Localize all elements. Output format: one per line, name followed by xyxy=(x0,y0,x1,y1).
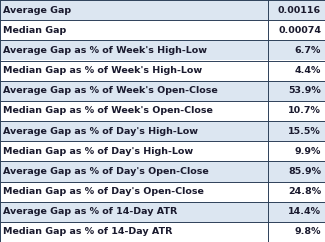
Bar xyxy=(0,202,268,222)
Text: Median Gap as % of Day's High-Low: Median Gap as % of Day's High-Low xyxy=(3,147,193,156)
Bar xyxy=(268,40,325,60)
Bar xyxy=(0,182,268,202)
Text: 0.00116: 0.00116 xyxy=(278,6,321,15)
Bar xyxy=(268,101,325,121)
Text: 9.9%: 9.9% xyxy=(295,147,321,156)
Bar xyxy=(0,141,268,161)
Bar xyxy=(268,0,325,20)
Text: Average Gap as % of Day's High-Low: Average Gap as % of Day's High-Low xyxy=(3,127,198,136)
Text: Average Gap: Average Gap xyxy=(3,6,71,15)
Text: 85.9%: 85.9% xyxy=(288,167,321,176)
Bar xyxy=(268,121,325,141)
Bar xyxy=(0,20,268,40)
Text: 10.7%: 10.7% xyxy=(288,106,321,115)
Text: 15.5%: 15.5% xyxy=(288,127,321,136)
Bar xyxy=(268,161,325,182)
Text: Median Gap: Median Gap xyxy=(3,26,66,35)
Bar xyxy=(268,60,325,81)
Bar xyxy=(268,81,325,101)
Text: 4.4%: 4.4% xyxy=(295,66,321,75)
Text: Average Gap as % of Week's High-Low: Average Gap as % of Week's High-Low xyxy=(3,46,207,55)
Bar xyxy=(0,161,268,182)
Bar xyxy=(0,40,268,60)
Bar xyxy=(0,60,268,81)
Bar xyxy=(0,101,268,121)
Text: Average Gap as % of 14-Day ATR: Average Gap as % of 14-Day ATR xyxy=(3,207,177,216)
Text: 9.8%: 9.8% xyxy=(294,227,321,236)
Text: 0.00074: 0.00074 xyxy=(278,26,321,35)
Bar xyxy=(268,202,325,222)
Bar xyxy=(0,121,268,141)
Text: Median Gap as % of 14-Day ATR: Median Gap as % of 14-Day ATR xyxy=(3,227,172,236)
Bar xyxy=(0,222,268,242)
Text: Median Gap as % of Day's Open-Close: Median Gap as % of Day's Open-Close xyxy=(3,187,203,196)
Bar xyxy=(268,182,325,202)
Text: Median Gap as % of Week's High-Low: Median Gap as % of Week's High-Low xyxy=(3,66,202,75)
Text: 24.8%: 24.8% xyxy=(288,187,321,196)
Text: 6.7%: 6.7% xyxy=(295,46,321,55)
Text: Average Gap as % of Day's Open-Close: Average Gap as % of Day's Open-Close xyxy=(3,167,208,176)
Bar xyxy=(268,20,325,40)
Bar xyxy=(0,81,268,101)
Text: Average Gap as % of Week's Open-Close: Average Gap as % of Week's Open-Close xyxy=(3,86,217,95)
Bar xyxy=(268,141,325,161)
Text: Median Gap as % of Week's Open-Close: Median Gap as % of Week's Open-Close xyxy=(3,106,213,115)
Bar xyxy=(0,0,268,20)
Text: 14.4%: 14.4% xyxy=(288,207,321,216)
Text: 53.9%: 53.9% xyxy=(288,86,321,95)
Bar xyxy=(268,222,325,242)
